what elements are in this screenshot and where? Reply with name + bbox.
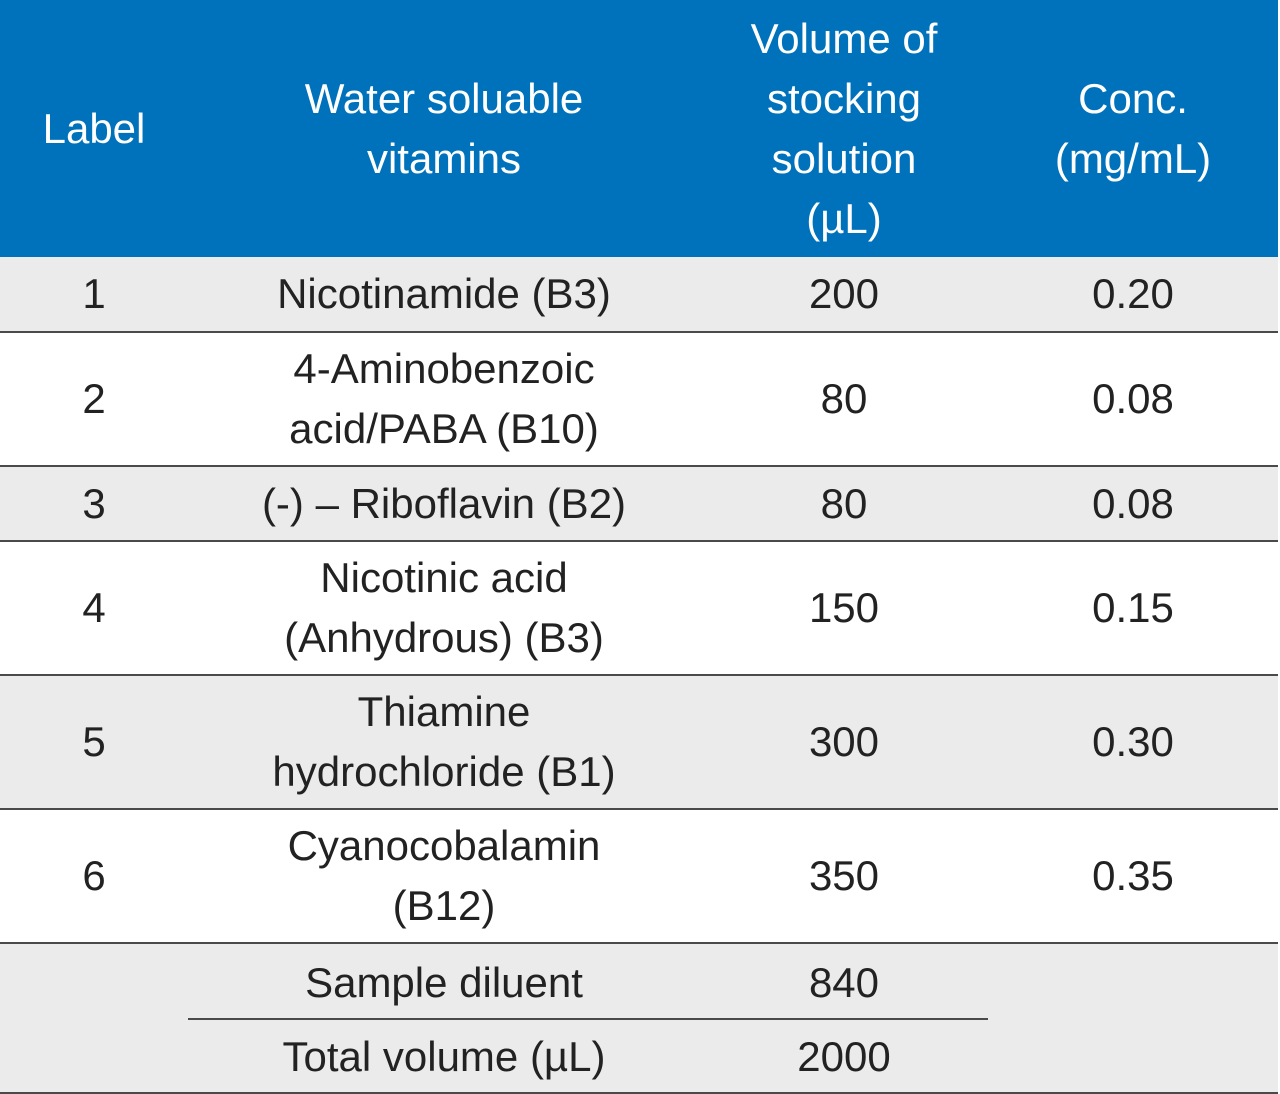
cell-label: 4 [82,584,106,631]
cell-label: 2 [82,375,106,422]
diluent-value: 840 [808,959,880,1006]
cell-vitamin: 4-Aminobenzoic acid/PABA (B10) [289,345,599,452]
vitamin-table: Label Water soluable vitamins Volume of … [0,0,1278,943]
cell-vitamin: Cyanocobalamin (B12) [287,822,601,929]
cell-conc: 0.30 [1092,718,1174,765]
cell-conc: 0.15 [1092,584,1174,631]
header-vitamin: Water soluable vitamins [304,74,584,182]
table-summary: Sample diluent 840 Total volume (µL) 200… [0,944,1278,1094]
total-value: 2000 [797,1033,891,1080]
cell-volume: 200 [808,270,880,317]
header-label: Label [42,104,146,152]
cell-conc: 0.08 [1092,479,1174,527]
cell-volume: 80 [820,375,868,422]
table-row: 1 Nicotinamide (B3) 200 0.20 [0,257,1278,332]
diluent-row: Sample diluent 840 [0,946,1278,1020]
table-row: 3 (-) – Riboflavin (B2) 80 0.08 [0,466,1278,541]
table-row: 4 Nicotinic acid (Anhydrous) (B3) 150 0.… [0,541,1278,675]
header-volume: Volume of stocking solution (µL) [750,14,938,242]
table-row: 6 Cyanocobalamin (B12) 350 0.35 [0,809,1278,943]
cell-volume: 300 [808,718,880,765]
cell-label: 6 [82,852,106,899]
cell-volume: 150 [808,584,880,631]
table-row: 2 4-Aminobenzoic acid/PABA (B10) 80 0.08 [0,332,1278,466]
cell-vitamin: (-) – Riboflavin (B2) [261,479,627,527]
cell-vitamin: Nicotinic acid (Anhydrous) (B3) [284,554,604,661]
diluent-label: Sample diluent [305,959,583,1006]
cell-volume: 80 [820,479,868,527]
table-body: 1 Nicotinamide (B3) 200 0.20 2 4-Aminobe… [0,257,1278,943]
cell-label: 1 [82,270,106,317]
cell-label: 3 [82,479,106,527]
summary-divider [188,1018,988,1020]
table-row: 5 Thiamine hydrochloride (B1) 300 0.30 [0,675,1278,809]
table-header: Label Water soluable vitamins Volume of … [0,0,1278,257]
total-row: Total volume (µL) 2000 [0,1020,1278,1094]
cell-conc: 0.08 [1092,375,1174,422]
header-conc: Conc. (mg/mL) [1054,74,1212,182]
cell-vitamin: Nicotinamide (B3) [277,270,611,317]
cell-label: 5 [82,718,106,765]
cell-vitamin: Thiamine hydrochloride (B1) [272,688,616,795]
total-label: Total volume (µL) [282,1033,606,1080]
cell-conc: 0.35 [1092,852,1174,899]
cell-volume: 350 [808,852,880,899]
cell-conc: 0.20 [1092,270,1174,317]
